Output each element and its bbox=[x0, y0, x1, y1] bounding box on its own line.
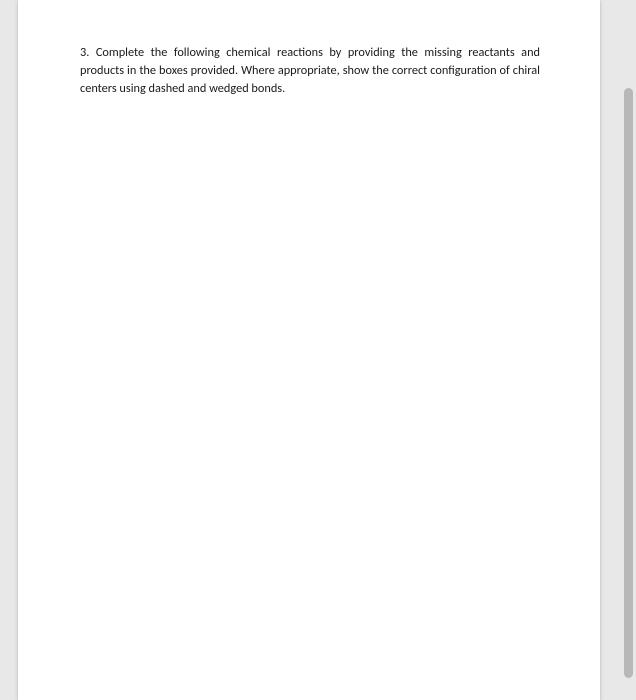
question-number: 3. bbox=[80, 45, 89, 60]
page-content-area: 3. Complete the following chemical react… bbox=[18, 0, 600, 139]
document-page: 3. Complete the following chemical react… bbox=[18, 0, 600, 700]
question-paragraph: 3. Complete the following chemical react… bbox=[80, 44, 540, 99]
scrollbar-track[interactable] bbox=[624, 0, 633, 700]
scrollbar-thumb[interactable] bbox=[624, 88, 633, 678]
question-body: Complete the following chemical reaction… bbox=[80, 45, 540, 96]
